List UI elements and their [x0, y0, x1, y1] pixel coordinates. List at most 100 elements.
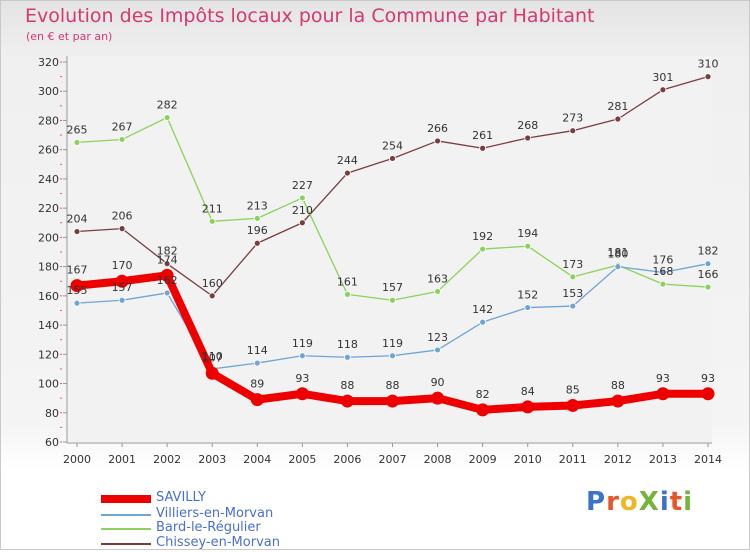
data-label: 213 [247, 199, 268, 212]
data-label: 88 [611, 379, 625, 392]
legend-label: Bard-le-Régulier [156, 520, 261, 535]
y-tick-label: 240 [38, 173, 59, 186]
data-point [611, 394, 625, 408]
y-tick-label: 120 [38, 348, 59, 361]
plot-area [67, 56, 712, 442]
x-tick-label: 2010 [514, 453, 542, 466]
data-label: 211 [202, 202, 223, 215]
data-label: 93 [701, 372, 715, 385]
data-label: 180 [607, 248, 628, 261]
logo-letter: P [586, 487, 607, 517]
y-tick-label: 80 [45, 407, 59, 420]
y-tick-label: 320 [38, 56, 59, 69]
data-label: 119 [382, 337, 403, 350]
y-tick-label: 100 [38, 378, 59, 391]
data-label: 194 [517, 227, 538, 240]
y-tick-label: 160 [38, 290, 59, 303]
data-point [434, 288, 441, 295]
data-point [524, 304, 532, 311]
data-point [208, 292, 216, 300]
x-tick-label: 2011 [559, 453, 587, 466]
data-label: 261 [472, 129, 493, 142]
data-point [118, 296, 126, 304]
data-label: 196 [247, 224, 268, 237]
chart-subtitle: (en € et par an) [26, 30, 113, 43]
data-label: 204 [67, 213, 88, 226]
data-point [521, 400, 535, 414]
data-label: 182 [157, 245, 178, 258]
line-chart: 60 80 100 120 140 160 180 200 220 240 260 280 300 320… [38, 56, 722, 466]
data-point [569, 302, 577, 310]
data-point [344, 169, 351, 177]
chart-title: Evolution des Impôts locaux pour la Comm… [25, 5, 595, 27]
data-point [73, 228, 81, 235]
data-label: 93 [295, 372, 309, 385]
data-point [386, 394, 399, 408]
data-label: 170 [112, 259, 133, 272]
x-tick-label: 2013 [649, 453, 677, 466]
y-tick-label: 140 [38, 319, 59, 332]
data-point [118, 225, 126, 233]
y-tick-label: 200 [38, 231, 59, 244]
data-label: 166 [698, 268, 719, 281]
data-point [253, 239, 261, 247]
x-tick-label: 2007 [379, 453, 407, 466]
data-point [160, 268, 174, 282]
data-label: 281 [607, 100, 628, 113]
data-label: 157 [112, 281, 133, 294]
data-label: 265 [67, 123, 88, 136]
logo-letter: i [683, 487, 694, 517]
data-point [434, 137, 441, 145]
data-point [614, 115, 622, 123]
x-tick-label: 2014 [694, 453, 722, 466]
data-point [701, 387, 715, 401]
data-label: 89 [250, 378, 264, 391]
y-tick-label: 180 [38, 261, 59, 274]
x-tick-label: 2001 [108, 453, 136, 466]
logo-letter: i [659, 487, 670, 517]
data-label: 162 [157, 274, 178, 287]
data-label: 310 [698, 58, 719, 71]
x-tick-label: 2009 [469, 453, 497, 466]
data-label: 181 [607, 246, 628, 259]
data-label: 192 [472, 230, 493, 243]
data-label: 88 [386, 379, 400, 392]
legend-label: SAVILLY [156, 490, 206, 505]
data-label: 182 [698, 245, 719, 258]
data-point [704, 260, 712, 268]
data-label: 254 [382, 139, 403, 152]
data-label: 82 [476, 388, 490, 401]
data-label: 174 [157, 253, 178, 266]
data-point [118, 136, 126, 143]
data-label: 282 [157, 99, 178, 112]
data-label: 119 [292, 337, 313, 350]
data-point [656, 387, 670, 401]
data-label: 167 [67, 264, 88, 277]
x-tick-label: 2012 [604, 453, 632, 466]
data-label: 114 [247, 344, 268, 357]
legend-swatch [101, 528, 151, 530]
data-point [479, 144, 487, 152]
data-point [704, 73, 712, 81]
data-point [163, 114, 171, 121]
data-point [298, 352, 306, 360]
legend-label: Villiers-en-Morvan [156, 506, 274, 521]
y-tick-label: 280 [38, 114, 59, 127]
data-label: 176 [652, 253, 673, 266]
data-point [524, 242, 532, 250]
legend-swatch [101, 495, 151, 503]
data-point [476, 403, 490, 417]
legend-swatch [101, 543, 151, 545]
data-point [434, 346, 441, 354]
data-label: 168 [652, 265, 673, 278]
data-label: 84 [521, 385, 535, 398]
data-label: 88 [340, 379, 354, 392]
data-point [344, 353, 351, 361]
logo-letter: t [669, 487, 684, 517]
y-tick-label: 220 [38, 202, 59, 215]
data-point [163, 260, 171, 268]
data-label: 206 [112, 210, 133, 223]
data-point [250, 393, 264, 407]
data-label: 266 [427, 122, 448, 135]
